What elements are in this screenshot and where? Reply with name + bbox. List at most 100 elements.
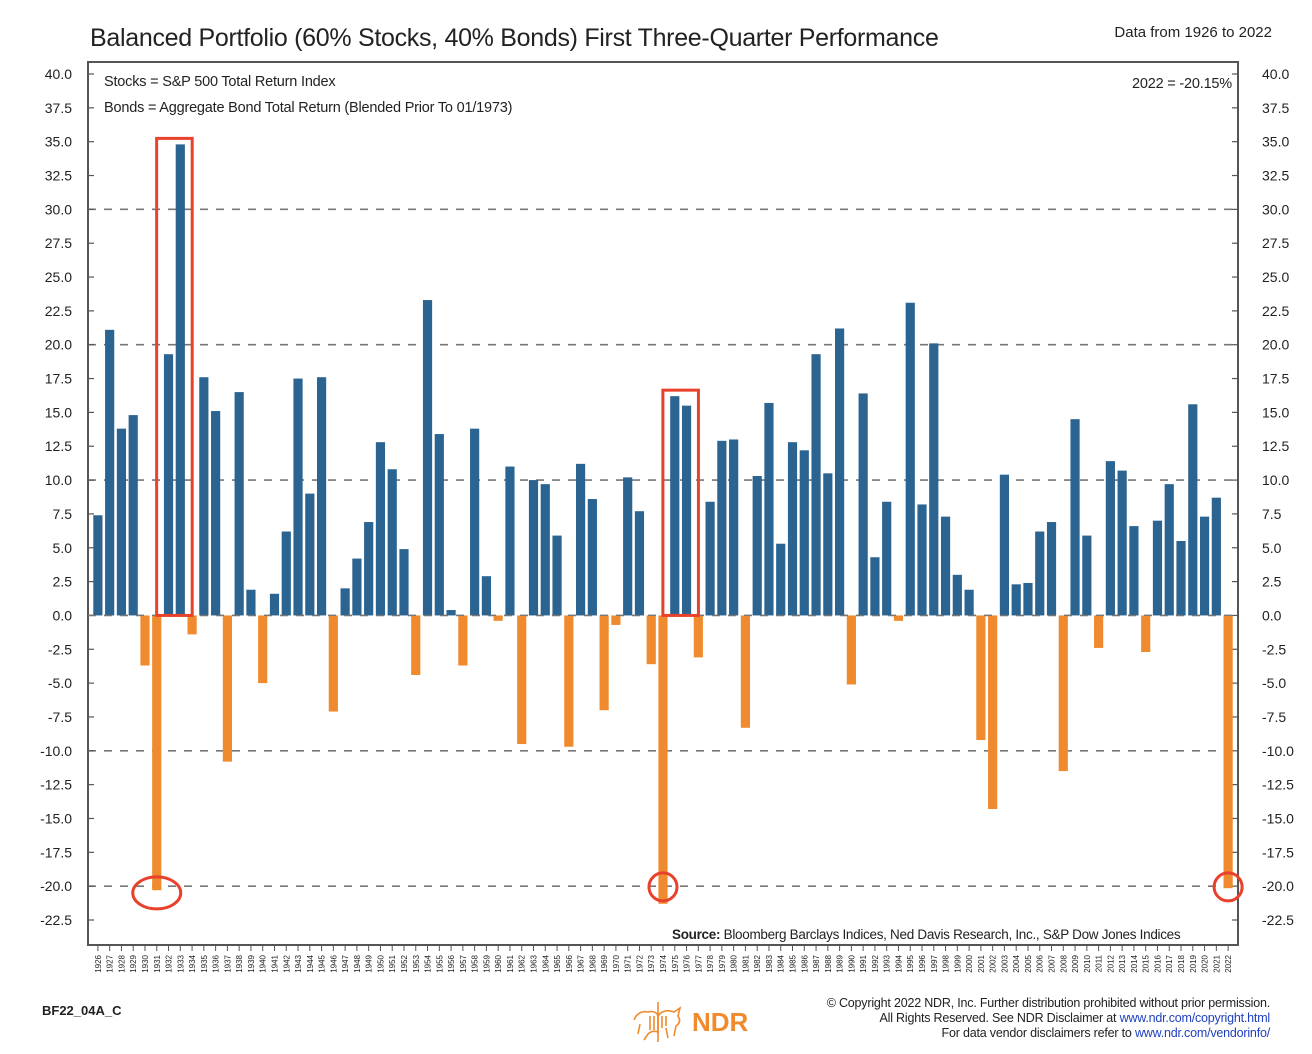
bar-1940 <box>258 615 268 684</box>
y-tick-label: -10.0 <box>40 743 72 759</box>
x-tick-label: 2016 <box>1153 954 1162 972</box>
x-tick-label: 1961 <box>506 954 515 972</box>
y-tick-label: 12.5 <box>45 438 72 454</box>
x-tick-label: 1946 <box>329 954 338 972</box>
y-tick-label: 7.5 <box>1262 506 1282 522</box>
copyright-line-2-text: All Rights Reserved. See NDR Disclaimer … <box>879 1011 1120 1025</box>
x-tick-label: 1931 <box>153 954 162 972</box>
x-tick-label: 2010 <box>1083 954 1092 972</box>
y-tick-label: 35.0 <box>45 134 72 150</box>
x-tick-label: 1970 <box>612 954 621 972</box>
y-axis-left: 40.0 37.5 35.0 32.5 30.0 27.5 25.0 22.5 20.0 17.5… <box>40 66 94 928</box>
y-tick-label: -7.5 <box>48 709 72 725</box>
x-tick-label: 2001 <box>977 954 986 972</box>
source-label: Source: <box>672 927 721 942</box>
bar-1936 <box>211 411 221 616</box>
x-tick-label: 2019 <box>1189 954 1198 972</box>
y-tick-label: -17.5 <box>40 844 72 860</box>
y-tick-label: 40.0 <box>1262 66 1289 82</box>
x-tick-label: 1995 <box>906 954 915 972</box>
bonds-definition: Bonds = Aggregate Bond Total Return (Ble… <box>104 100 513 116</box>
bar-1999 <box>952 574 962 616</box>
bar-1996 <box>917 504 927 616</box>
y-tick-label: -5.0 <box>48 675 72 691</box>
x-tick-label: 1960 <box>494 954 503 972</box>
copyright-link[interactable]: www.ndr.com/copyright.html <box>1119 1011 1271 1025</box>
y-tick-label: 40.0 <box>45 66 72 82</box>
bar-1984 <box>776 543 786 616</box>
bar-1964 <box>540 484 550 616</box>
bar-1990 <box>846 615 856 685</box>
source-text: Bloomberg Barclays Indices, Ned Davis Re… <box>723 927 1181 942</box>
x-tick-label: 1977 <box>694 954 703 972</box>
highlight-circle-2022 <box>1212 871 1244 903</box>
bar-1947 <box>340 588 350 616</box>
y-tick-label: 5.0 <box>1262 540 1282 556</box>
bar-2021 <box>1211 497 1221 616</box>
vendorinfo-link[interactable]: www.ndr.com/vendorinfo/ <box>1134 1026 1270 1040</box>
y-tick-label: -17.5 <box>1262 844 1294 860</box>
bar-1930 <box>140 615 150 666</box>
bar-1965 <box>552 535 562 616</box>
y-tick-label: -15.0 <box>40 810 72 826</box>
y-tick-label: -10.0 <box>1262 743 1294 759</box>
y-tick-label: 30.0 <box>45 201 72 217</box>
y-axis-right: 40.0 37.5 35.0 32.5 30.0 27.5 25.0 22.5 20.0 17.5… <box>1232 66 1294 928</box>
bar-1933 <box>175 144 185 616</box>
bar-1992 <box>870 557 880 616</box>
y-tick-label: 22.5 <box>1262 303 1289 319</box>
x-tick-label: 1952 <box>400 954 409 972</box>
bar-1978 <box>705 501 715 616</box>
x-tick-label: 1987 <box>812 954 821 972</box>
x-tick-label: 1935 <box>200 954 209 972</box>
y-tick-label: 0.0 <box>1262 607 1282 623</box>
bar-2017 <box>1164 484 1174 616</box>
bar-1928 <box>116 428 127 616</box>
x-tick-label: 1966 <box>565 954 574 972</box>
x-tick-label: 1983 <box>765 954 774 972</box>
y-tick-label: 0.0 <box>53 607 73 623</box>
x-tick-label: 1957 <box>459 954 468 972</box>
bar-1980 <box>729 439 739 616</box>
bar-1974 <box>658 615 668 904</box>
x-tick-label: 1949 <box>365 954 374 972</box>
x-tick-label: 1927 <box>106 954 115 972</box>
bar-1987 <box>811 354 821 616</box>
x-tick-label: 1932 <box>165 954 174 972</box>
y-tick-label: 10.0 <box>45 472 72 488</box>
x-tick-label: 1969 <box>600 954 609 972</box>
y-tick-label: 2.5 <box>53 574 73 590</box>
bar-1931 <box>152 615 162 891</box>
bar-1934 <box>187 615 197 635</box>
x-tick-label: 2013 <box>1118 954 1127 972</box>
bar-2009 <box>1070 419 1080 616</box>
x-tick-label: 1996 <box>918 954 927 972</box>
copyright-line-1: © Copyright 2022 NDR, Inc. Further distr… <box>826 996 1271 1010</box>
x-tick-label: 1936 <box>212 954 221 972</box>
copyright-block: © Copyright 2022 NDR, Inc. Further distr… <box>826 996 1271 1041</box>
bar-2010 <box>1082 535 1092 616</box>
y-tick-label: -20.0 <box>40 878 72 894</box>
bar-1948 <box>352 558 362 616</box>
y-tick-label: 25.0 <box>45 269 72 285</box>
y-tick-label: 32.5 <box>1262 168 1289 184</box>
bar-1938 <box>234 392 244 616</box>
bar-2001 <box>976 615 986 740</box>
bar-1966 <box>564 615 574 747</box>
bar-1983 <box>764 402 774 616</box>
x-tick-label: 1947 <box>341 954 350 972</box>
x-tick-label: 1938 <box>235 954 244 972</box>
y-tick-label: 17.5 <box>45 371 72 387</box>
x-tick-label: 1951 <box>388 954 397 972</box>
y-tick-label: 17.5 <box>1262 371 1289 387</box>
x-tick-label: 1958 <box>471 954 480 972</box>
bar-1975 <box>670 396 680 616</box>
bull-bear-icon <box>633 1002 682 1042</box>
y-tick-label: -22.5 <box>1262 912 1294 928</box>
x-tick-label: 1988 <box>824 954 833 972</box>
x-tick-label: 1975 <box>671 954 680 972</box>
x-tick-label: 1984 <box>777 954 786 972</box>
stocks-definition: Stocks = S&P 500 Total Return Index <box>104 74 336 90</box>
bar-1946 <box>328 615 338 712</box>
x-tick-label: 1954 <box>424 954 433 972</box>
